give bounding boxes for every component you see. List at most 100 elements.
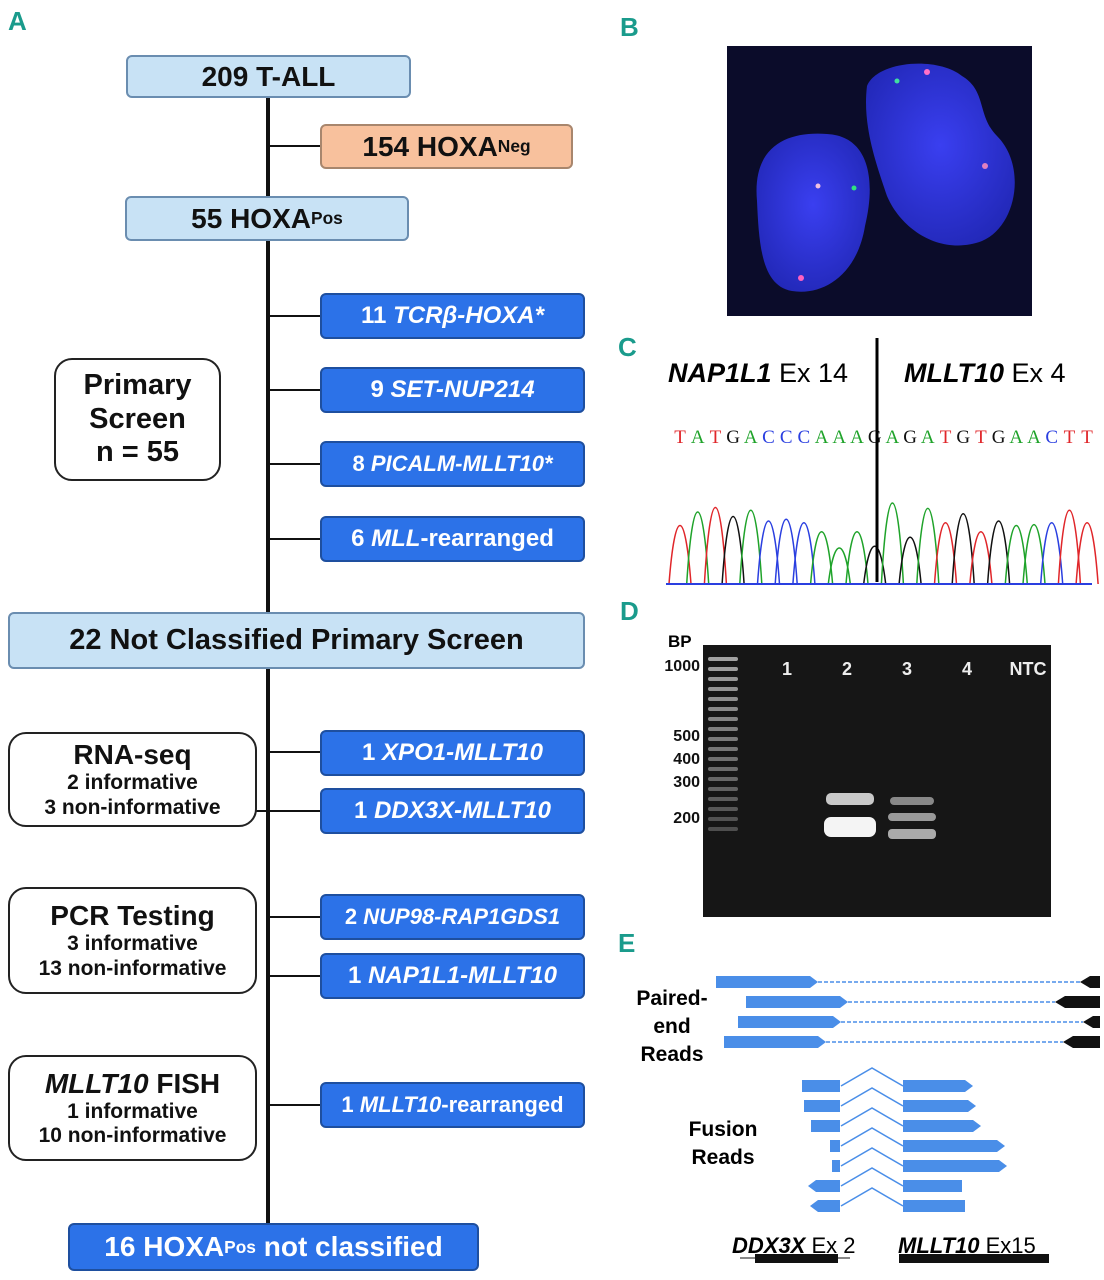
fusion-name: XPO1-MLLT10 bbox=[382, 739, 543, 766]
fusion-read-right bbox=[903, 1080, 973, 1092]
gel-band bbox=[888, 813, 936, 821]
connector bbox=[268, 145, 322, 147]
panel-label-a: A bbox=[8, 6, 27, 36]
trace-peak bbox=[1057, 509, 1082, 585]
fusion-name: DDX3X-MLLT10 bbox=[374, 797, 551, 824]
base-letter: A bbox=[832, 427, 846, 448]
ladder-band bbox=[708, 777, 738, 781]
trace-peak bbox=[809, 531, 834, 585]
base-letter: C bbox=[798, 427, 811, 448]
trace-peak bbox=[845, 531, 869, 585]
exon: Ex 14 bbox=[771, 358, 849, 388]
ladder-band bbox=[708, 697, 738, 701]
base-letter: T bbox=[1064, 427, 1076, 448]
rnaseq-informative: 2 informative bbox=[67, 771, 198, 795]
gel-band bbox=[824, 817, 876, 837]
result-xpo1-mllt10: 1 XPO1-MLLT10 bbox=[320, 730, 585, 776]
bp-tick-label: 400 bbox=[673, 751, 700, 768]
ladder-band bbox=[708, 827, 738, 831]
base-letter: C bbox=[780, 427, 793, 448]
panel-label-d: D bbox=[620, 596, 639, 626]
result-nup98-rap1gds1: 2 NUP98-RAP1GDS1 bbox=[320, 894, 585, 940]
count: 11 bbox=[361, 302, 387, 329]
base-letter: C bbox=[1045, 427, 1058, 448]
fusion-read-left bbox=[811, 1120, 840, 1132]
neg-superscript: Neg bbox=[497, 136, 531, 156]
fusion-read-left bbox=[832, 1160, 840, 1172]
splice-junction bbox=[840, 1127, 904, 1147]
trace-peak bbox=[862, 545, 887, 585]
base-letter: A bbox=[850, 427, 864, 448]
fish-non-informative: 10 non-informative bbox=[38, 1124, 227, 1148]
trace-peak bbox=[916, 507, 940, 585]
fusion-reads-label: Fusion Reads bbox=[680, 1116, 766, 1172]
ladder-band bbox=[708, 717, 738, 721]
connector bbox=[268, 751, 322, 753]
splice-junction bbox=[840, 1067, 904, 1087]
fish-signal bbox=[894, 78, 900, 84]
fusion-name: NUP98-RAP1GDS1 bbox=[363, 904, 561, 929]
result-mllt10-rearranged: 1 MLLT10 -rearranged bbox=[320, 1082, 585, 1128]
read-forward bbox=[724, 1036, 826, 1048]
read-forward bbox=[738, 1016, 841, 1028]
exon: Ex15 bbox=[979, 1233, 1036, 1258]
trace-peak bbox=[898, 536, 922, 585]
base-letter: T bbox=[975, 427, 987, 448]
lane-label: 4 bbox=[962, 659, 972, 679]
mllt10-exon-bar bbox=[899, 1254, 1049, 1263]
trace-peak bbox=[880, 502, 905, 585]
hoxa-neg-box: 154 HOXA Neg bbox=[320, 124, 573, 169]
pcr-non-informative: 13 non-informative bbox=[38, 956, 227, 980]
bp-tick-label: 300 bbox=[673, 774, 700, 791]
fish-signal bbox=[798, 275, 804, 281]
read-forward bbox=[746, 996, 848, 1008]
result-ddx3x-mllt10: 1 DDX3X-MLLT10 bbox=[320, 788, 585, 834]
base-letter: A bbox=[921, 427, 935, 448]
connector bbox=[268, 315, 322, 317]
fusion-name: SET-NUP214 bbox=[390, 376, 535, 403]
ladder-band bbox=[708, 677, 738, 681]
read-mate bbox=[1083, 1016, 1100, 1028]
fusion-read-left bbox=[802, 1080, 840, 1092]
fusion-read-right bbox=[903, 1160, 1007, 1172]
result-picalm-mllt10: 8 PICALM-MLLT10* bbox=[320, 441, 585, 487]
count: 1 bbox=[354, 797, 368, 824]
final-text: 16 HOXA bbox=[104, 1231, 225, 1262]
count: 1 bbox=[362, 739, 376, 766]
ladder-band bbox=[708, 727, 738, 731]
fish-signal bbox=[982, 163, 988, 169]
bp-tick-label: 500 bbox=[673, 728, 700, 745]
fish-micrograph bbox=[727, 46, 1032, 316]
left-gene-label: NAP1L1 Ex 14 bbox=[668, 358, 848, 389]
fusion-read-left bbox=[830, 1140, 840, 1152]
gene-name: MLLT10 bbox=[904, 358, 1004, 388]
base-letter: T bbox=[710, 427, 722, 448]
primary-line2: Screen bbox=[89, 402, 186, 435]
count: 8 bbox=[352, 451, 365, 476]
gel-band bbox=[890, 797, 934, 805]
base-letter: G bbox=[726, 427, 740, 448]
exon: Ex 4 bbox=[1004, 358, 1066, 388]
fusion-read-left bbox=[810, 1200, 840, 1212]
connector bbox=[268, 538, 322, 540]
not-classified-box: 22 Not Classified Primary Screen bbox=[8, 612, 585, 669]
panel-label-c: C bbox=[618, 332, 637, 362]
suffix: -rearranged bbox=[420, 525, 554, 552]
connector bbox=[268, 916, 322, 918]
label-line: Fusion bbox=[688, 1118, 758, 1141]
fish-signal bbox=[815, 183, 821, 189]
final-box: 16 HOXA Pos not classified bbox=[68, 1223, 479, 1271]
count: 1 bbox=[341, 1092, 354, 1117]
reads-diagram bbox=[716, 976, 1100, 1263]
rnaseq-non-informative: 3 non-informative bbox=[44, 795, 221, 819]
gene-name: MLLT10 bbox=[898, 1233, 980, 1258]
base-letter: A bbox=[815, 427, 829, 448]
fish-signal bbox=[851, 185, 857, 191]
pcr-title: PCR Testing bbox=[50, 900, 215, 932]
ladder-band bbox=[708, 757, 738, 761]
label-line: Reads bbox=[640, 1043, 704, 1066]
base-letter: G bbox=[868, 427, 882, 448]
base-letter: T bbox=[674, 427, 686, 448]
fusion-read-right bbox=[903, 1200, 965, 1212]
pos-superscript: Pos bbox=[310, 208, 343, 228]
